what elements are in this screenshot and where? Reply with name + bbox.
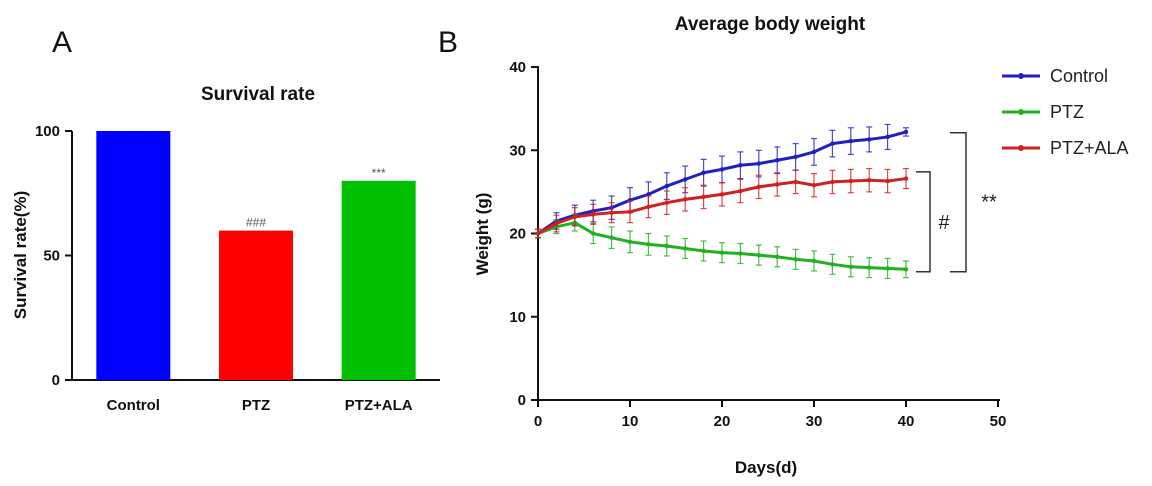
data-point-control — [830, 141, 835, 146]
data-point-ptz-ala — [793, 179, 798, 185]
data-point-ptz-ala — [701, 194, 706, 200]
chart-b-x-tick-label: 0 — [534, 413, 542, 430]
data-point-control — [738, 163, 743, 168]
bracket-label-hash: # — [938, 212, 950, 234]
data-point-ptz-ala — [683, 197, 688, 202]
data-point-control — [719, 167, 725, 172]
data-point-control — [848, 138, 853, 144]
data-point-ptz-ala — [756, 184, 761, 190]
bar-significance-label: ### — [246, 216, 266, 230]
chart-b-y-tick-label: 40 — [509, 59, 526, 76]
bar-ptz-ala — [341, 180, 416, 380]
legend-marker-control — [1018, 73, 1024, 79]
chart-b-y-tick-label: 20 — [509, 226, 526, 243]
panel-a: A Survival rate Survival rate(%) 050100 … — [11, 26, 440, 414]
chart-b-x-tick-label: 10 — [622, 413, 639, 430]
data-point-control — [664, 183, 669, 189]
data-point-ptz-ala — [775, 182, 780, 187]
data-point-ptz-ala — [867, 178, 872, 183]
data-point-ptz — [664, 243, 669, 249]
chart-a-ylabel: Survival rate(%) — [11, 191, 30, 320]
data-point-control — [867, 137, 872, 142]
chart-a-y-tick-label: 0 — [52, 372, 60, 389]
data-point-ptz-ala — [719, 192, 725, 197]
data-point-control — [775, 158, 780, 163]
data-point-control — [885, 134, 890, 140]
data-point-control — [701, 170, 706, 175]
data-point-ptz — [811, 258, 817, 264]
chart-b-x-tick-label: 40 — [898, 413, 915, 430]
legend-label-ptz: PTZ — [1050, 102, 1084, 122]
chart-b-y-tick-label: 0 — [518, 392, 526, 409]
chart-b-ylabel: Weight (g) — [473, 193, 492, 276]
data-point-ptz-ala — [627, 209, 633, 215]
chart-b-y-tick-label: 10 — [509, 309, 526, 326]
data-point-ptz-ala — [554, 221, 559, 226]
data-point-ptz — [627, 239, 633, 245]
data-point-ptz — [885, 266, 890, 271]
data-point-ptz — [683, 246, 688, 251]
data-point-ptz-ala — [848, 178, 853, 184]
data-point-ptz-ala — [903, 176, 909, 181]
panel-a-letter: A — [52, 26, 72, 59]
data-point-ptz-ala — [885, 178, 890, 184]
data-point-control — [811, 149, 817, 155]
data-point-ptz — [903, 267, 909, 272]
data-point-ptz-ala — [535, 231, 541, 236]
data-point-ptz — [719, 250, 725, 255]
chart-b-xlabel: Days(d) — [735, 458, 797, 477]
bracket-label-double-star: ** — [981, 191, 997, 213]
data-point-ptz — [591, 231, 596, 236]
chart-b-title: Average body weight — [675, 14, 866, 35]
chart-a-y-tick-label: 50 — [43, 248, 60, 265]
data-point-control — [793, 154, 798, 160]
data-point-ptz-ala — [646, 204, 651, 210]
bar-significance-label: *** — [372, 166, 386, 180]
panel-b-letter: B — [438, 26, 458, 59]
legend-label-control: Control — [1050, 66, 1108, 86]
data-point-ptz — [609, 235, 614, 240]
legend-marker-ptz-ala — [1018, 145, 1024, 151]
bracket-control-vs-ptz — [950, 132, 967, 273]
data-point-ptz-ala — [738, 188, 743, 194]
bar-ptz — [219, 230, 293, 380]
data-point-ptz — [848, 264, 853, 269]
legend-marker-ptz — [1018, 109, 1024, 115]
data-point-ptz — [756, 252, 761, 258]
data-point-control — [903, 129, 909, 135]
legend-label-ptz-ala: PTZ+ALA — [1050, 138, 1129, 158]
data-point-ptz-ala — [830, 179, 835, 185]
chart-b-y-tick-label: 30 — [509, 142, 526, 159]
data-point-ptz-ala — [664, 200, 669, 205]
data-point-control — [683, 177, 688, 182]
chart-a-category-label: Control — [107, 397, 160, 414]
chart-a-y-tick-label: 100 — [35, 123, 60, 140]
data-point-ptz — [738, 251, 743, 256]
data-point-control — [756, 161, 761, 166]
data-point-ptz — [793, 257, 798, 262]
data-point-ptz — [646, 242, 651, 247]
chart-b-x-tick-label: 50 — [990, 413, 1007, 430]
data-point-ptz — [867, 265, 872, 270]
chart-b-x-tick-label: 30 — [806, 413, 823, 430]
bracket-ptz-ala-vs-ptz — [916, 171, 931, 273]
bar-control — [96, 131, 171, 380]
data-point-ptz-ala — [572, 214, 577, 220]
chart-b-x-tick-label: 20 — [714, 413, 731, 430]
chart-a-title: Survival rate — [201, 84, 315, 105]
data-point-ptz — [701, 248, 706, 254]
chart-a-category-label: PTZ — [242, 397, 270, 414]
panel-b: B Average body weight Weight (g) Days(d)… — [438, 14, 1129, 477]
chart-a-category-label: PTZ+ALA — [345, 397, 413, 414]
data-point-ptz — [775, 254, 780, 260]
data-point-ptz-ala — [609, 210, 614, 215]
data-point-ptz — [830, 262, 835, 267]
data-point-ptz-ala — [591, 212, 596, 217]
data-point-ptz-ala — [811, 183, 817, 188]
